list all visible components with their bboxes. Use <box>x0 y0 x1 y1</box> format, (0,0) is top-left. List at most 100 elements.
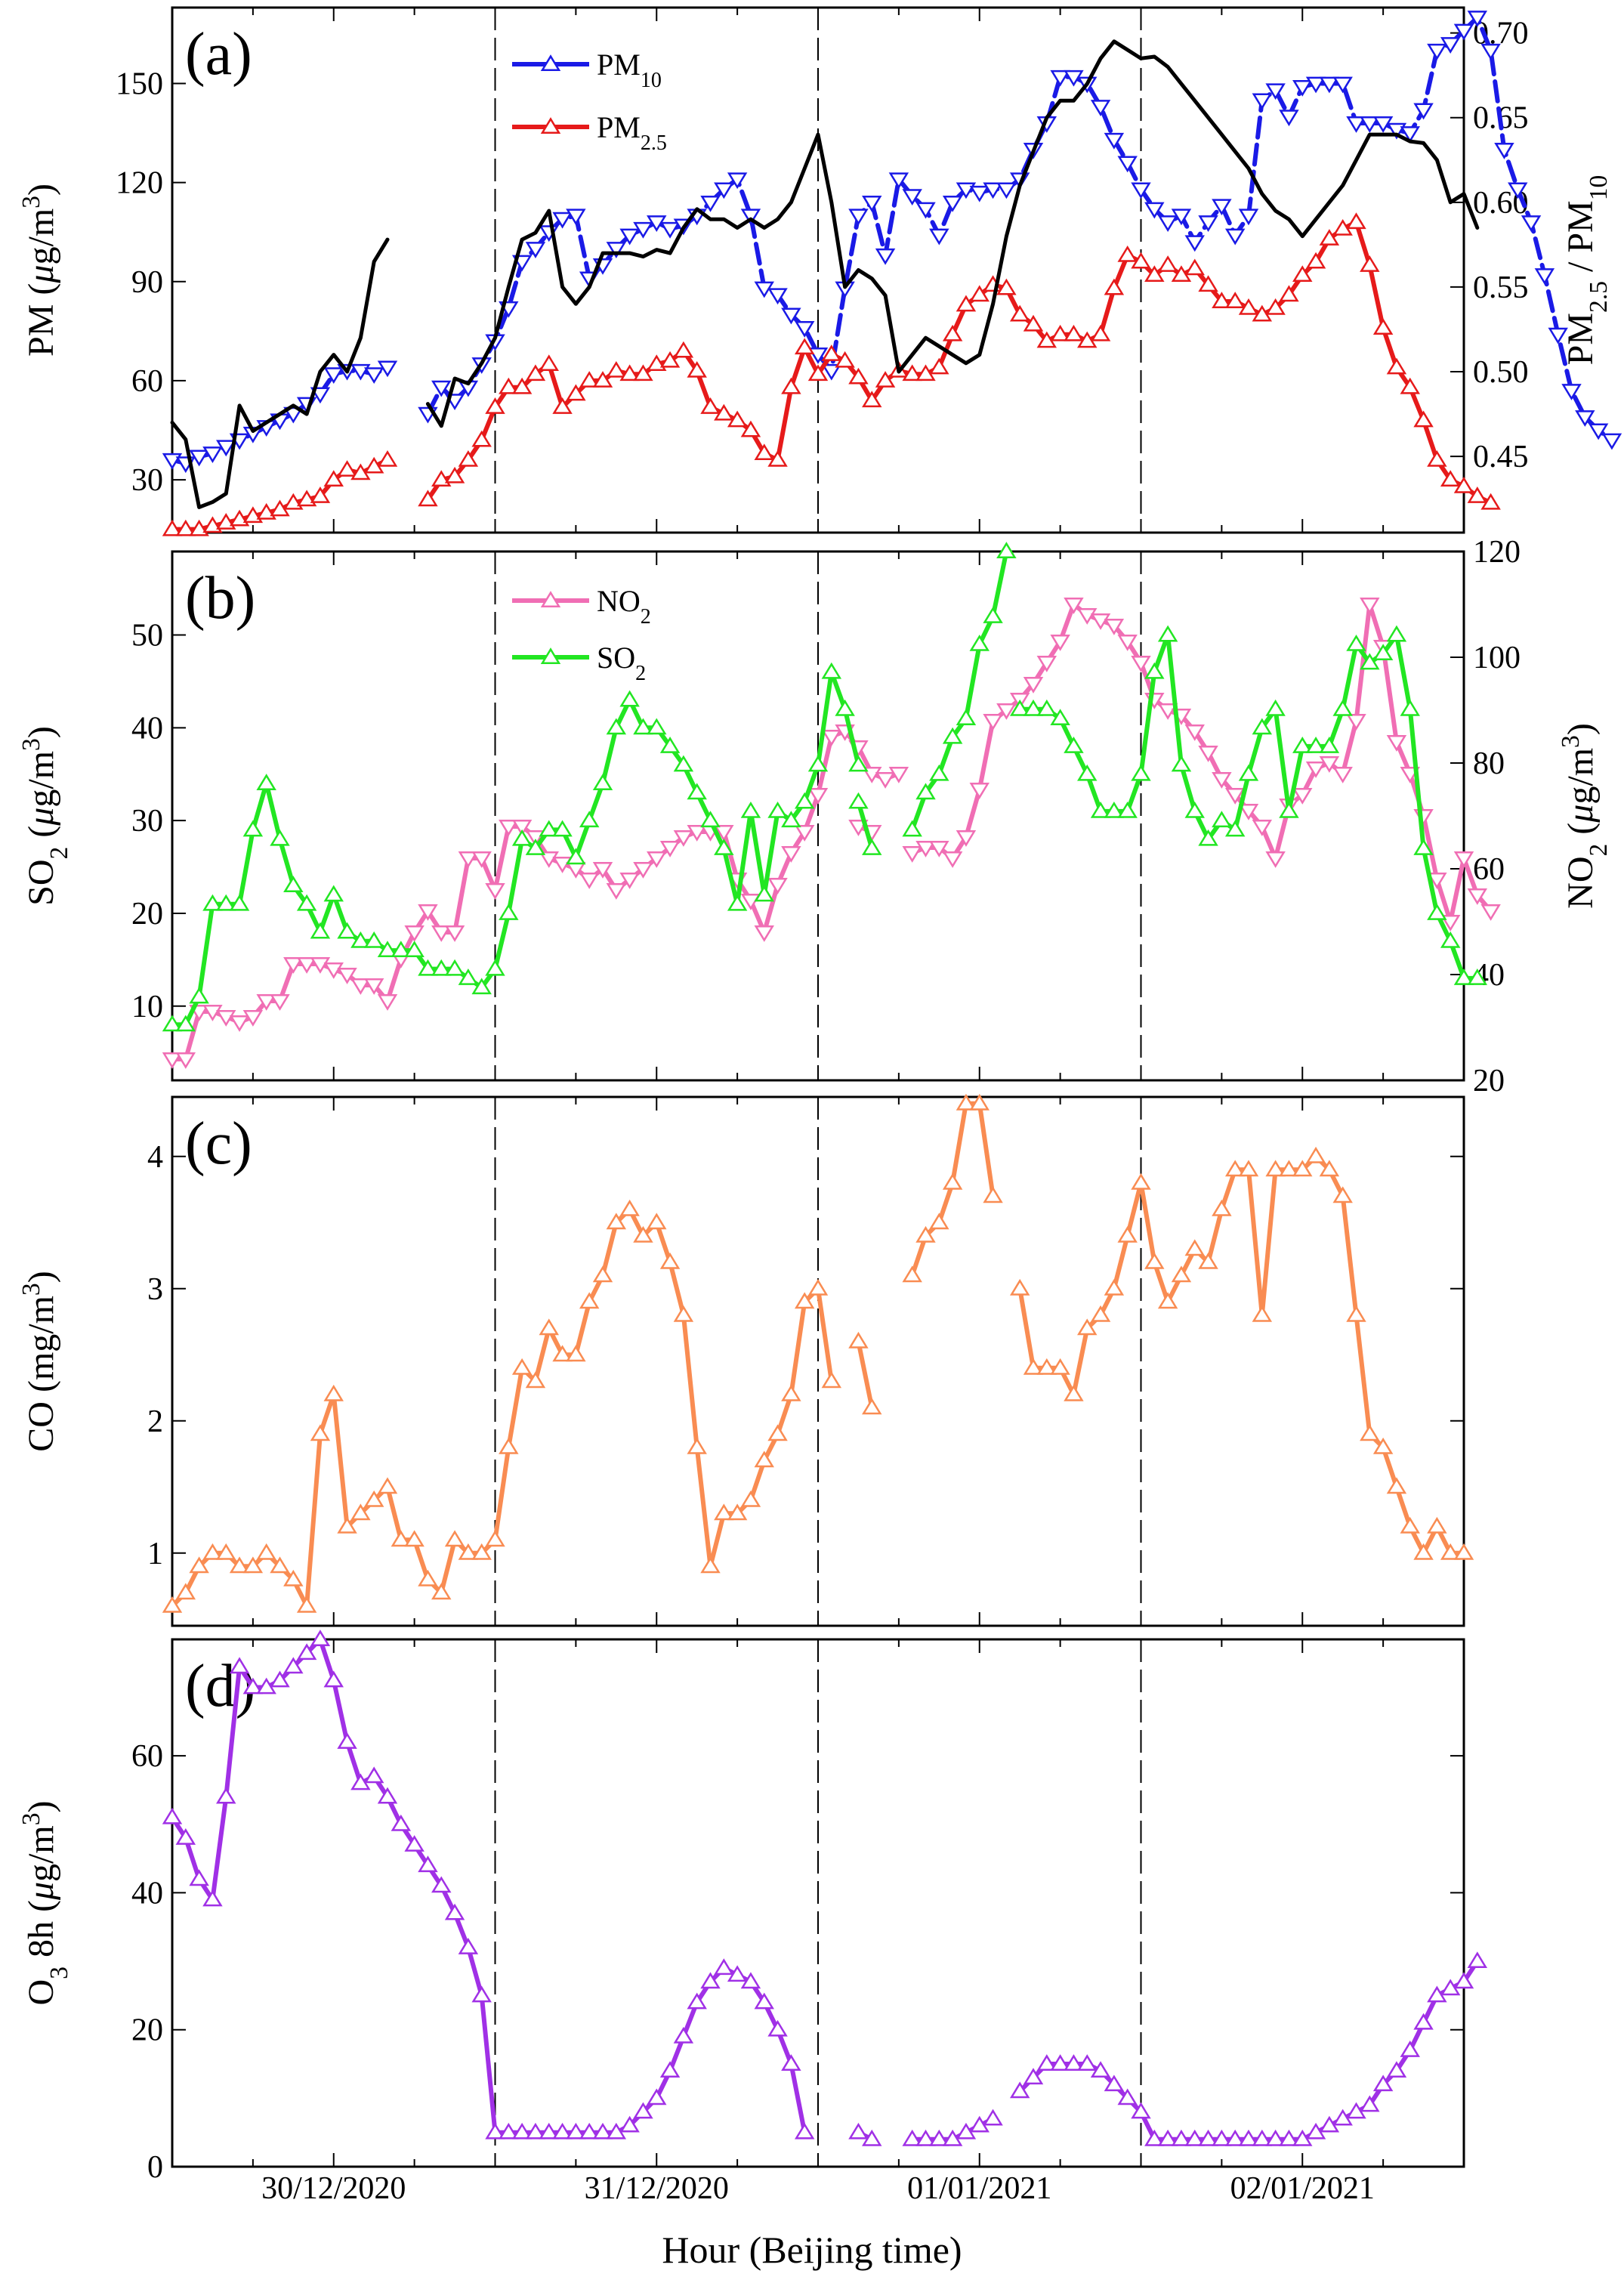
data-point <box>929 1213 949 1230</box>
data-point <box>781 846 801 863</box>
y-tick-label-left: 50 <box>131 619 163 653</box>
data-point <box>1480 43 1501 60</box>
data-point <box>1157 215 1178 232</box>
data-point <box>794 338 815 355</box>
data-point <box>1157 703 1178 720</box>
data-point <box>566 1345 586 1362</box>
y-axis-title-left: O3 8h (μg/m3) <box>17 1801 73 2006</box>
data-point <box>1252 304 1273 322</box>
y-tick-label-left: 2 <box>147 1404 163 1439</box>
series-line <box>170 669 861 1027</box>
data-point <box>862 2129 882 2146</box>
data-point <box>525 839 546 855</box>
legend-entry: PM2.5 <box>512 110 667 155</box>
data-point <box>511 1358 533 1375</box>
data-point <box>229 1015 250 1032</box>
data-point <box>1117 2088 1138 2105</box>
data-point <box>499 2122 519 2139</box>
data-point <box>1265 851 1286 868</box>
data-point <box>418 959 438 976</box>
data-point <box>902 846 922 863</box>
data-point <box>687 825 707 842</box>
data-point <box>1157 1292 1178 1309</box>
data-point <box>659 1252 681 1269</box>
data-point <box>1561 384 1582 400</box>
data-point <box>1104 1278 1125 1296</box>
data-point <box>1198 275 1218 292</box>
data-point <box>1023 699 1044 716</box>
data-point <box>781 307 801 325</box>
panel-d-o3: 0 20 40 60 O3 8h (μg/m3) (d) <box>17 1630 1488 2185</box>
data-point <box>1480 493 1501 510</box>
y-tick-label-left: 30 <box>131 463 163 498</box>
data-point <box>1319 756 1340 773</box>
data-point <box>296 894 317 911</box>
data-point <box>499 377 519 394</box>
data-point <box>310 1630 331 1646</box>
y-tick-label-right: 0.55 <box>1473 270 1529 305</box>
data-point <box>310 1424 331 1441</box>
data-point <box>511 377 533 394</box>
data-point <box>1252 820 1273 836</box>
data-point <box>781 2054 801 2071</box>
y-axis-title-left: PM (μg/m3) <box>17 184 62 357</box>
data-point <box>216 1787 236 1804</box>
y-tick-label-left: 60 <box>131 1739 163 1774</box>
data-point <box>821 344 842 361</box>
data-point <box>1360 116 1380 133</box>
data-point <box>216 440 236 457</box>
data-point <box>552 820 573 837</box>
data-point <box>363 456 384 474</box>
data-point <box>1009 304 1030 322</box>
y-tick-label-right: 20 <box>1473 1064 1505 1098</box>
data-point <box>1050 2054 1070 2071</box>
data-point <box>740 209 761 226</box>
data-point <box>1360 255 1380 272</box>
data-point <box>1453 851 1474 868</box>
data-point <box>270 499 290 517</box>
data-point <box>242 1677 264 1695</box>
data-point <box>754 1992 774 2010</box>
data-point <box>633 2102 653 2119</box>
data-point <box>862 391 882 408</box>
legend-marker <box>540 591 561 607</box>
data-point <box>1238 298 1259 315</box>
data-point <box>902 1265 922 1283</box>
data-point <box>256 1543 276 1560</box>
data-point <box>216 1543 236 1560</box>
data-point <box>619 873 640 889</box>
y-tick-label-left: 4 <box>147 1140 163 1175</box>
data-point <box>1292 79 1313 97</box>
data-point <box>1400 2041 1420 2057</box>
y-tick-label-left: 10 <box>131 990 163 1024</box>
panel-tag: (a) <box>185 21 252 88</box>
data-point <box>202 894 223 911</box>
data-point <box>1131 2102 1151 2119</box>
data-point <box>1212 772 1232 789</box>
data-point <box>1319 737 1340 753</box>
panel-tag: (b) <box>185 565 255 632</box>
data-point <box>1305 737 1326 753</box>
data-point <box>1184 235 1205 252</box>
data-point <box>807 348 829 364</box>
data-point <box>1305 1146 1326 1163</box>
data-point <box>1224 292 1246 308</box>
data-point <box>175 1583 196 1600</box>
data-point <box>1171 265 1192 283</box>
data-point <box>539 820 559 837</box>
data-point <box>444 925 465 942</box>
data-point <box>229 1556 250 1574</box>
panel-tag: (d) <box>185 1653 255 1719</box>
data-point <box>1077 764 1098 781</box>
legend-label: SO2 <box>597 641 646 685</box>
data-point <box>807 788 829 805</box>
data-point <box>1453 1543 1474 1560</box>
data-point <box>539 354 559 372</box>
legend-entry: NO2 <box>512 584 651 629</box>
data-point <box>619 2115 640 2133</box>
data-point <box>471 430 492 447</box>
legend-entry: PM10 <box>512 48 662 92</box>
data-point <box>189 450 209 467</box>
data-point <box>821 730 842 746</box>
series-line <box>909 602 1493 924</box>
